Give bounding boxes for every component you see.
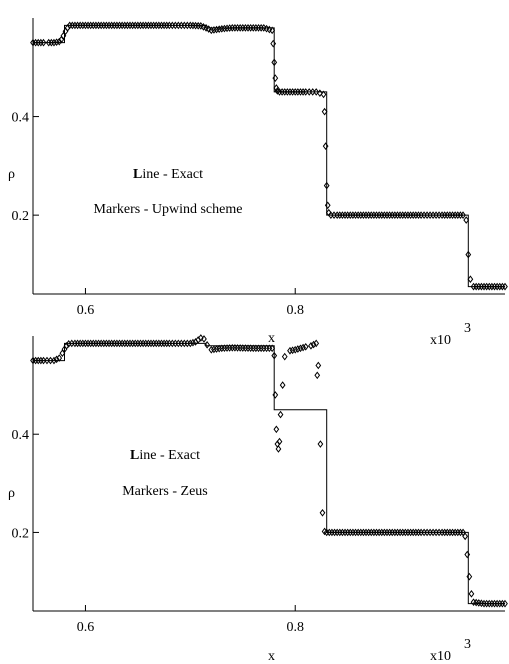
x-scale-exponent: 3	[464, 321, 471, 336]
data-marker	[467, 275, 474, 284]
data-marker	[208, 26, 215, 35]
data-marker	[294, 345, 301, 353]
data-marker	[187, 339, 194, 348]
data-marker	[211, 345, 217, 354]
data-marker	[208, 345, 215, 354]
data-marker	[313, 88, 320, 96]
y-tick-label: 0.4	[12, 428, 30, 443]
data-marker	[316, 89, 323, 97]
data-marker	[324, 201, 331, 210]
data-marker	[270, 39, 277, 48]
data-marker	[466, 572, 473, 581]
x-axis-label: x	[268, 331, 275, 346]
data-marker	[460, 211, 466, 219]
data-marker	[197, 334, 204, 342]
data-marker	[502, 282, 508, 291]
data-marker	[53, 355, 60, 364]
data-marker	[319, 508, 326, 517]
data-marker	[56, 354, 63, 362]
data-marker	[204, 341, 210, 349]
exact-solution-line	[33, 342, 505, 605]
data-marker	[216, 25, 223, 34]
x-tick-label: 0.6	[77, 620, 95, 635]
data-marker	[272, 391, 279, 399]
data-marker	[317, 440, 324, 448]
data-marker	[287, 346, 293, 355]
exact-solution-line	[33, 24, 505, 288]
data-marker	[314, 371, 321, 380]
data-marker	[273, 84, 280, 92]
data-marker	[40, 38, 47, 47]
data-marker	[292, 345, 299, 354]
annotation-line-label: Line - Exact	[133, 167, 203, 182]
x-tick-label: 0.8	[286, 303, 304, 318]
data-marker	[321, 107, 328, 116]
y-axis-label: ρ	[8, 167, 15, 182]
x-axis-label: x	[268, 649, 275, 664]
data-marker	[289, 346, 296, 355]
numerical-markers	[30, 21, 508, 291]
data-marker	[269, 26, 276, 35]
data-marker	[320, 90, 327, 99]
annotation-line-label: Line - Exact	[130, 448, 200, 463]
x-tick-label: 0.8	[286, 620, 304, 635]
data-marker	[56, 37, 63, 46]
data-marker	[275, 445, 282, 453]
data-marker	[323, 181, 330, 190]
data-marker	[281, 352, 288, 361]
y-tick-label: 0.2	[12, 526, 30, 541]
data-marker	[313, 339, 320, 348]
data-marker	[315, 361, 322, 370]
data-marker	[297, 344, 304, 353]
x-scale-label: x10	[430, 649, 451, 664]
data-marker	[273, 425, 280, 434]
y-tick-label: 0.4	[12, 111, 30, 126]
data-marker	[63, 341, 70, 350]
data-marker	[302, 342, 309, 351]
data-marker	[464, 550, 471, 559]
data-marker	[272, 74, 279, 82]
data-marker	[308, 341, 314, 350]
data-marker	[463, 216, 470, 224]
data-marker	[213, 25, 220, 34]
annotation-line-label-initial: L	[133, 167, 142, 182]
data-marker	[269, 344, 276, 353]
data-marker	[201, 335, 207, 343]
data-marker	[271, 351, 278, 360]
data-marker	[190, 338, 196, 347]
data-marker	[271, 58, 278, 67]
annotation-markers-label: Markers - Upwind scheme	[94, 202, 243, 217]
data-marker	[213, 345, 220, 353]
data-marker	[211, 26, 217, 34]
data-marker	[279, 381, 286, 389]
data-marker	[300, 343, 306, 352]
y-axis-label: ρ	[8, 486, 15, 501]
chart-panel-top: 0.6 0.8 0.2 0.4 ρ x x10 3 Line - Exact Markers - …	[8, 18, 508, 348]
data-marker	[322, 142, 329, 150]
data-marker	[465, 250, 472, 259]
x-scale-exponent: 3	[464, 637, 471, 652]
data-marker	[462, 532, 469, 541]
data-marker	[468, 589, 475, 598]
chart-panel-bottom: 0.6 0.8 0.2 0.4 ρ x x10 3 Line - Exact Markers - …	[8, 334, 508, 664]
data-marker	[276, 437, 283, 446]
data-marker	[51, 38, 57, 47]
numerical-markers	[30, 334, 508, 608]
data-marker	[51, 356, 57, 365]
x-scale-label: x10	[430, 333, 451, 348]
x-tick-label: 0.6	[77, 303, 95, 318]
annotation-markers-label: Markers - Zeus	[122, 484, 208, 499]
data-marker	[277, 410, 284, 419]
data-marker	[60, 31, 67, 40]
data-marker	[502, 599, 508, 608]
data-marker	[53, 38, 60, 46]
annotation-line-label-initial: L	[130, 448, 139, 463]
data-marker	[310, 340, 317, 349]
annotation-line-label-rest: ine - Exact	[142, 167, 203, 182]
annotation-line-label-rest: ine - Exact	[139, 448, 200, 463]
y-tick-label: 0.2	[12, 209, 30, 224]
data-marker	[216, 344, 223, 353]
